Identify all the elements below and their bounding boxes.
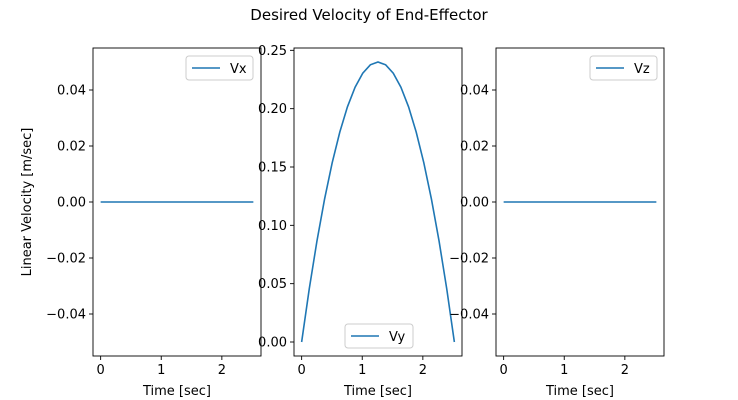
series-line-vy [300,61,456,343]
x-tick-label-vx: 2 [218,363,226,378]
x-tick-label-vy: 1 [358,363,366,378]
x-axis-label-vy: Time [sec] [343,384,412,399]
y-axis-label-vx: Linear Velocity [m/sec] [20,128,35,277]
x-tick-label-vz: 0 [499,363,507,378]
y-tick-label-vx: 0.00 [57,196,86,211]
x-tick-label-vx: 0 [96,363,104,378]
x-tick-label-vz: 2 [621,363,629,378]
axes-frame-vy [293,47,463,357]
y-tick-label-vy: 0.05 [258,277,287,292]
x-tick-label-vx: 1 [157,363,165,378]
x-tick-label-vy: 2 [419,363,427,378]
legend-vz: Vz [589,55,658,81]
y-tick-label-vx: −0.02 [46,252,86,267]
x-tick-label-vz: 1 [560,363,568,378]
y-tick-label-vy: 0.10 [258,219,287,234]
x-tick-label-vy: 0 [297,363,305,378]
y-tick-label-vz: −0.02 [449,252,489,267]
axes-vx: 0 1 2 −0.04 −0.02 0.00 0.02 0.04 Time [sec] Linea… [20,47,262,399]
y-tick-label-vz: 0.04 [460,84,489,99]
x-axis-label-vx: Time [sec] [142,384,211,399]
y-tick-label-vx: −0.04 [46,308,86,323]
y-tick-label-vx: 0.04 [57,84,86,99]
y-tick-label-vz: −0.04 [449,308,489,323]
y-tick-label-vy: 0.15 [258,161,287,176]
y-tick-label-vy: 0.20 [258,102,287,117]
legend-label-vx: Vx [230,62,247,77]
y-tick-label-vz: 0.02 [460,140,489,155]
axes-vz: 0 1 2 −0.04 −0.02 0.00 0.02 0.04 Time [sec] Vz [449,47,665,399]
x-axis-label-vz: Time [sec] [545,384,614,399]
legend-label-vz: Vz [634,62,650,77]
y-tick-label-vy: 0.25 [258,44,287,59]
y-tick-label-vx: 0.02 [57,140,86,155]
axes-layer: 0 1 2 −0.04 −0.02 0.00 0.02 0.04 Time [sec] Linea… [20,44,665,399]
legend-label-vy: Vy [389,330,406,345]
y-tick-label-vy: 0.00 [258,336,287,351]
y-tick-label-vz: 0.00 [460,196,489,211]
figure-title: Desired Velocity of End-Effector [250,6,488,24]
legend-vy: Vy [344,323,414,349]
legend-vx: Vx [185,55,254,81]
axes-vy: 0 1 2 0.00 0.05 0.10 0.15 0.20 0.25 Time [sec] Vy [258,44,463,399]
